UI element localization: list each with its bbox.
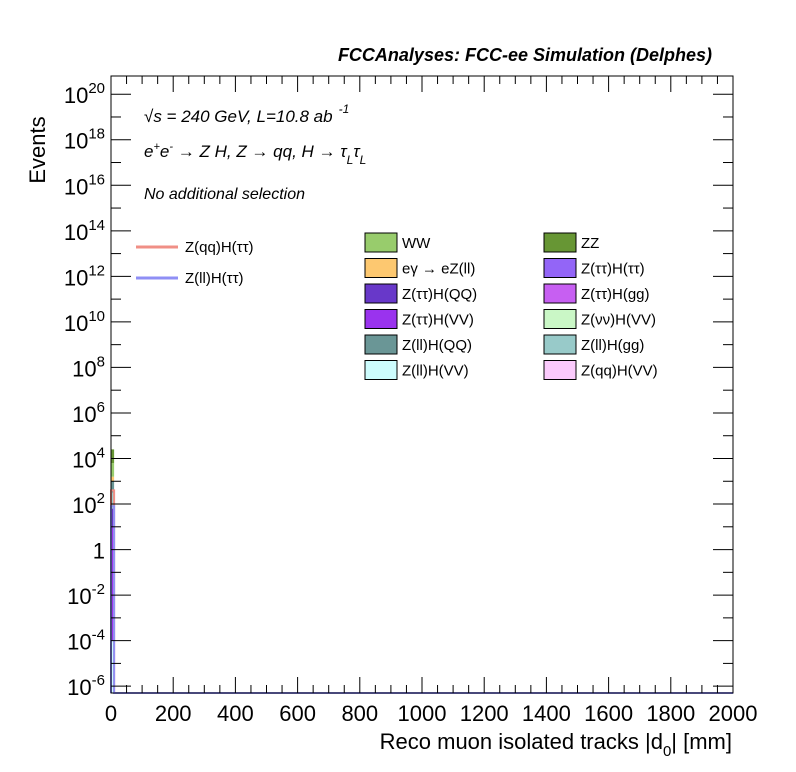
axis-ticks	[110, 76, 734, 693]
bar-segment	[111, 476, 115, 482]
y-tick-label: 10-4	[67, 627, 105, 655]
legend-swatch	[364, 334, 398, 355]
legend-label: ZZ	[581, 235, 599, 252]
legend-label: Z(ττ)H(VV)	[402, 312, 474, 329]
x-tick-label: 1200	[460, 701, 509, 726]
chart-title: FCCAnalyses: FCC-ee Simulation (Delphes)	[338, 45, 712, 65]
legend-swatch	[543, 334, 577, 355]
bar-segment	[111, 463, 115, 477]
legend-label: eγ → eZ(ll)	[402, 261, 475, 278]
legend-swatch	[543, 309, 577, 329]
x-tick-label: 1000	[398, 701, 447, 726]
y-tick-label: 1012	[64, 262, 105, 290]
legend-label: Z(ll)H(VV)	[402, 363, 469, 380]
legend-label: Z(ττ)H(QQ)	[402, 286, 477, 303]
y-tick-label: 1010	[64, 308, 105, 336]
y-tick-label: 10-6	[67, 672, 105, 700]
x-tick-label: 200	[155, 701, 192, 726]
x-tick-label: 400	[217, 701, 254, 726]
legend-swatch	[364, 258, 398, 278]
x-axis-title: Reco muon isolated tracks |d0| [mm]	[380, 729, 732, 760]
legend-label: Z(νν)H(VV)	[581, 312, 656, 329]
x-tick-label: 1400	[522, 701, 571, 726]
bar-segment	[111, 640, 115, 693]
background-legend: WW ZZ eγ → eZ(ll) Z(ττ)H(ττ) Z(ττ)H(QQ) Z(ττ)…	[364, 232, 658, 380]
y-tick-labels: 10-6 10-4 10-2 1 102 104 106 108 1010 1012 1014 101…	[64, 80, 105, 700]
selection-label: No additional selection	[144, 186, 305, 203]
legend-label: Z(ll)H(ττ)	[185, 270, 244, 287]
bar-segment	[111, 526, 115, 641]
legend-swatch	[543, 360, 577, 380]
legend-swatch	[364, 232, 398, 253]
signal-line	[110, 489, 733, 694]
y-tick-label: 108	[72, 353, 105, 381]
x-tick-label: 0	[105, 701, 117, 726]
y-tick-label: 106	[72, 399, 105, 427]
plot-frame	[110, 75, 734, 694]
legend-swatch	[543, 283, 577, 304]
y-tick-label: 102	[72, 490, 105, 518]
energy-label: √s = 240 GeV, L=10.8 ab -1	[144, 102, 349, 126]
legend-swatch	[364, 283, 398, 304]
y-tick-label: 1016	[64, 171, 105, 199]
legend-label: Z(ττ)H(gg)	[581, 286, 650, 303]
y-tick-label: 1014	[64, 217, 105, 245]
histogram-stack	[111, 449, 115, 693]
bar-segment	[111, 508, 115, 527]
legend-swatch	[543, 258, 577, 278]
y-tick-label: 1020	[64, 80, 105, 108]
y-tick-label: 1	[93, 539, 105, 564]
legend-label: Z(qq)H(VV)	[581, 363, 658, 380]
legend-swatch	[543, 232, 577, 253]
legend-swatch	[364, 309, 398, 329]
legend-label: Z(ll)H(QQ)	[402, 337, 472, 354]
x-tick-label: 2000	[709, 701, 758, 726]
legend-label: WW	[402, 235, 431, 252]
x-tick-labels: 0 200 400 600 800 1000 1200 1400 1600 1800 2000	[105, 701, 758, 726]
signal-lines	[110, 489, 733, 694]
signal-legend: Z(qq)H(ττ) Z(ll)H(ττ)	[136, 239, 254, 287]
x-tick-label: 600	[279, 701, 316, 726]
legend-label: Z(ττ)H(ττ)	[581, 261, 645, 278]
legend-swatch	[364, 360, 398, 380]
bar-segment	[111, 492, 115, 509]
signal-line	[110, 505, 733, 694]
process-label: e+e- → Z H, Z → qq, H → τLτL	[144, 141, 366, 167]
x-tick-label: 1600	[584, 701, 633, 726]
y-tick-label: 1018	[64, 126, 105, 154]
y-tick-label: 10-2	[67, 581, 105, 609]
y-axis-title: Events	[25, 116, 50, 183]
x-tick-label: 1800	[646, 701, 695, 726]
legend-label: Z(qq)H(ττ)	[185, 239, 254, 256]
legend-label: Z(ll)H(gg)	[581, 337, 644, 354]
bar-segment	[111, 481, 115, 493]
bar-segment	[111, 449, 115, 464]
y-tick-label: 104	[72, 444, 105, 472]
x-tick-label: 800	[341, 701, 378, 726]
